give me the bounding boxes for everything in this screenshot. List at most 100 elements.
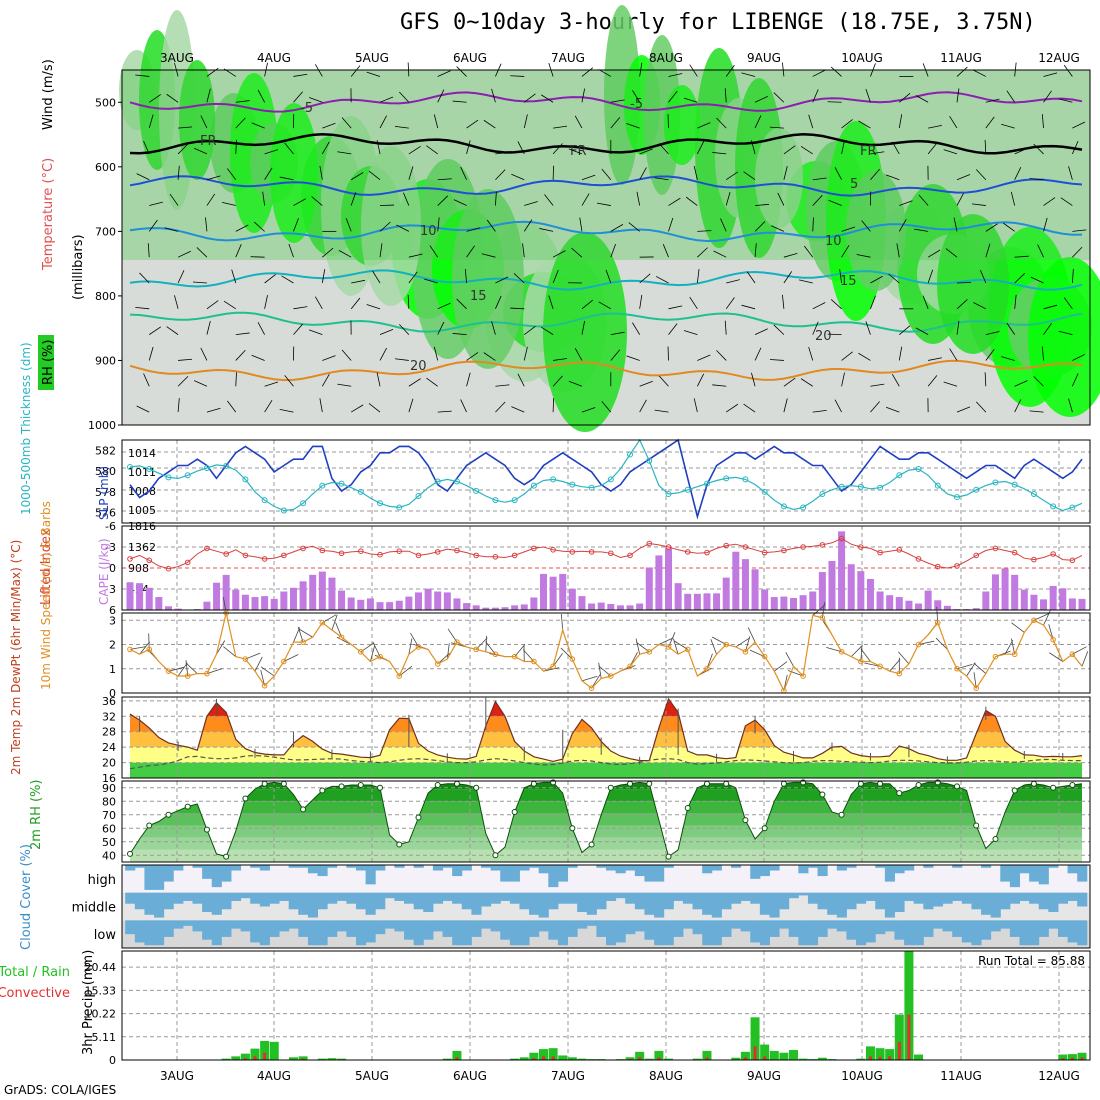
cloud-cover-high <box>432 865 444 871</box>
cloud-cover-low <box>731 920 742 929</box>
thickness-axis-label: 1000-500mb Thickness (dm) <box>19 342 33 515</box>
precip-total-bar <box>327 1058 337 1060</box>
wind-barb-surface <box>581 675 598 682</box>
lifted-index-point <box>146 557 153 564</box>
cloud-cover-low <box>250 920 261 943</box>
precip-total-bar <box>317 1058 327 1060</box>
rh-point <box>127 850 133 857</box>
cloud-cover-high <box>500 865 511 882</box>
rh-shading <box>755 128 803 228</box>
cloud-cover-high <box>154 865 165 890</box>
precip-tick-label: 15.33 <box>85 984 117 997</box>
wind-barb <box>257 322 265 335</box>
cape-bar <box>751 569 759 610</box>
wind-speed-point <box>992 653 999 660</box>
precip-convective-bar <box>1080 1057 1084 1060</box>
precip-total-bar <box>885 1049 895 1060</box>
cloud-cover-low <box>1067 920 1078 943</box>
slp-tick-label: 1005 <box>128 504 156 517</box>
x-tick-label-bottom: 10AUG <box>841 1069 883 1083</box>
wind-barb <box>915 95 929 103</box>
cape-bar <box>549 576 557 610</box>
wind-barb <box>741 72 756 77</box>
wind-barb <box>235 139 237 154</box>
wind-barb <box>437 217 440 232</box>
wind-barb-surface <box>850 645 863 657</box>
wind-barb <box>135 74 150 77</box>
thickness-point <box>665 490 672 497</box>
rh-axis-label: RH (%) <box>41 340 56 385</box>
cloud-cover-high <box>192 865 203 868</box>
wind-barb <box>437 302 451 310</box>
cloud-cover-high <box>259 865 270 871</box>
x-tick-label-bottom: 7AUG <box>551 1069 585 1083</box>
cloud-cover-middle <box>711 892 722 918</box>
wind-barb <box>943 149 958 155</box>
wind-barb <box>350 65 361 77</box>
wind-barb-surface <box>543 667 560 672</box>
wind-barb <box>456 298 467 310</box>
isotherm-label: FR <box>200 134 217 149</box>
cloud-cover-high <box>163 865 174 882</box>
cape-bar <box>386 602 394 610</box>
cape-bar <box>818 572 826 610</box>
cloud-cover-middle <box>240 892 251 899</box>
wind-barb <box>407 62 410 77</box>
wind-barb <box>522 243 525 258</box>
wind-barb <box>812 409 827 413</box>
precip-convective-bar <box>763 1056 767 1060</box>
cloud-cover-low <box>529 920 540 937</box>
lifted-index-point <box>357 548 364 555</box>
cape-bar <box>915 603 923 610</box>
wind-barb <box>716 117 727 129</box>
x-tick-label-bottom: 9AUG <box>747 1069 781 1083</box>
rh-point <box>703 780 710 787</box>
cloud-cover-middle <box>817 892 828 910</box>
thickness-point <box>896 472 903 479</box>
rh-point <box>1030 780 1037 787</box>
thickness-point <box>377 500 384 507</box>
cloud-cover-high <box>529 865 540 868</box>
cloud-cover-low <box>692 920 703 935</box>
cloud-cover-low <box>586 920 597 926</box>
lifted-index-point <box>1031 556 1037 563</box>
wind-barb-surface <box>898 651 910 665</box>
cloud-cover-low <box>606 920 617 946</box>
cape-bar <box>799 595 807 610</box>
wind-barb <box>460 166 467 180</box>
precip-convective-bar <box>532 1058 536 1060</box>
wind-barb <box>610 224 624 232</box>
wind-barb <box>452 100 467 103</box>
cape-bar <box>395 600 403 610</box>
cloud-cover-middle <box>904 892 915 901</box>
wind-barb <box>513 273 525 284</box>
thickness-point <box>569 481 576 488</box>
rh-point <box>992 836 999 843</box>
thickness-point <box>684 486 691 493</box>
wind-barb-surface <box>370 645 375 662</box>
wind-barb <box>598 301 612 310</box>
temperature-tick-label: 16 <box>102 772 116 785</box>
cloud-cover-low <box>673 920 684 937</box>
wind-barb <box>888 273 900 284</box>
cloud-cover-middle <box>731 892 742 904</box>
wind-barb <box>200 347 208 361</box>
cloud-cover-high <box>173 865 184 871</box>
wind-barb <box>596 202 611 206</box>
cloud-cover-low <box>144 920 155 946</box>
cloud-cover-middle <box>519 892 530 910</box>
wind-speed-point <box>665 644 672 650</box>
cloud-cover-low <box>856 920 867 946</box>
cloud-cover-low <box>442 920 453 937</box>
cloud-cover-middle <box>788 892 799 899</box>
lifted-index-point <box>704 549 710 556</box>
cloud-cover-middle <box>644 892 655 915</box>
isotherm-10 <box>129 220 1083 243</box>
wind-barb <box>1001 356 1015 361</box>
cloud-cover-high <box>490 865 501 871</box>
wind-barb <box>783 166 788 180</box>
wind-speed-point <box>165 668 172 674</box>
wind-barb <box>257 89 265 103</box>
cloud-cover-middle <box>211 892 222 915</box>
wind-barb <box>1001 123 1015 129</box>
